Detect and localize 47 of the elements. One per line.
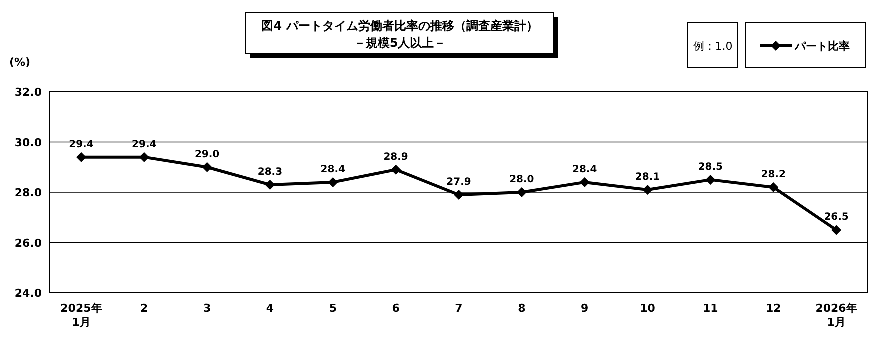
- point: [202, 162, 212, 172]
- point: [642, 184, 653, 195]
- x-tick-label: 12: [766, 302, 782, 315]
- point: [76, 152, 86, 162]
- data-label: 26.5: [824, 212, 849, 224]
- x-tick-label: 2025年 1月: [60, 302, 102, 329]
- data-label: 29.0: [194, 149, 220, 160]
- text: 例：1.0: [693, 40, 733, 53]
- data-label: 27.9: [446, 177, 472, 188]
- x-tick-label: 8: [518, 302, 526, 315]
- point: [328, 177, 338, 188]
- data-label: 28.4: [320, 164, 346, 176]
- x-tick-label: 11: [703, 302, 718, 315]
- chart-subtitle: －規模5人以上－: [354, 36, 446, 50]
- y-tick-label: 32.0: [14, 86, 42, 99]
- data-label: 28.5: [698, 162, 724, 173]
- data-label: 28.2: [761, 169, 786, 180]
- point: [391, 164, 402, 175]
- x-tick-label: 4: [266, 302, 274, 315]
- x-tick-label: 10: [640, 302, 656, 315]
- data-label: 28.0: [510, 174, 534, 186]
- data-label: 28.1: [635, 172, 660, 183]
- y-axis-title: (%): [9, 56, 31, 69]
- data-label: 28.4: [572, 164, 598, 176]
- y-tick-label: 24.0: [14, 287, 42, 300]
- x-tick-label: 2: [140, 302, 148, 315]
- data-label: 28.3: [258, 166, 283, 178]
- point: [768, 182, 779, 192]
- x-tick-label: 6: [392, 302, 400, 315]
- legend-label: パート比率: [794, 40, 850, 53]
- point: [580, 177, 590, 188]
- x-tick-label: 2026年 1月: [816, 302, 858, 329]
- point: [706, 174, 716, 185]
- point: [832, 225, 842, 236]
- data-label: 28.9: [384, 152, 408, 163]
- y-tick-label: 30.0: [14, 136, 42, 150]
- y-tick-label: 26.0: [14, 236, 42, 250]
- x-tick-label: 9: [581, 302, 589, 315]
- point: [139, 152, 150, 162]
- x-tick-label: 7: [455, 302, 463, 315]
- chart-title: 図4 パートタイム労働者比率の推移（調査産業計）: [262, 19, 538, 33]
- point: [454, 190, 464, 200]
- point: [516, 188, 527, 198]
- point: [265, 180, 276, 190]
- x-tick-label: 3: [203, 302, 212, 315]
- x-tick-label: 5: [329, 302, 337, 315]
- y-tick-label: 28.0: [14, 186, 42, 200]
